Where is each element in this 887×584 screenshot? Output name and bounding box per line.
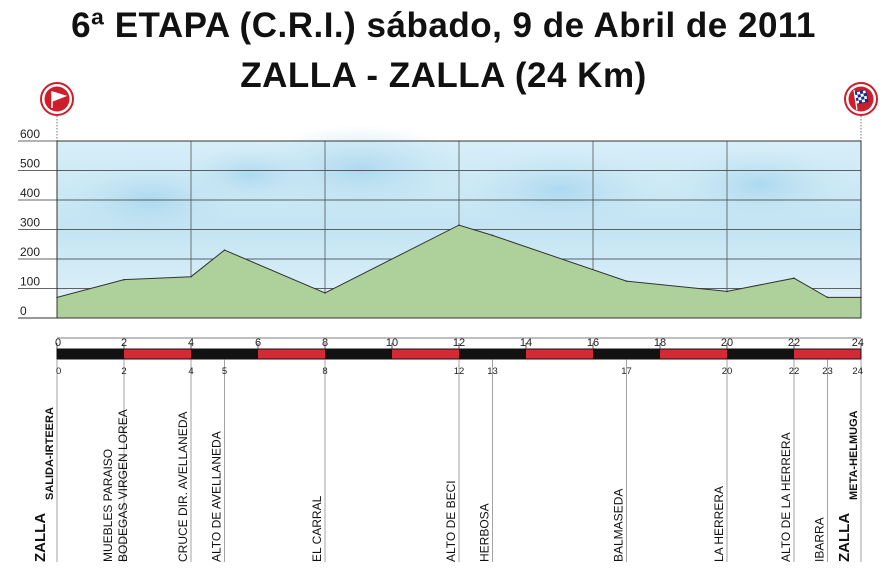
x-tick-label: 22 <box>788 337 800 349</box>
elevation-point <box>793 277 795 279</box>
km-scale-segment <box>526 349 593 359</box>
x-tick-label: 18 <box>654 337 666 349</box>
x-axis-ticks: 0 2 4 6 8 10 12 14 16 18 20 22 24 <box>55 337 864 349</box>
km-scale-segment <box>258 349 325 359</box>
elevation-point <box>123 278 125 281</box>
x-tick-label: 12 <box>453 337 465 349</box>
finish-flag-square <box>863 92 867 97</box>
km-scale-segment <box>124 349 191 359</box>
elevation-point <box>458 224 460 226</box>
y-tick-label: 500 <box>20 157 40 171</box>
cloud-shape <box>180 145 320 205</box>
waypoint-name: HERBOSA <box>478 503 492 562</box>
km-scale-segment <box>794 349 861 359</box>
waypoint-subname: BODEGAS VIRGEN LOREA <box>116 409 130 562</box>
elevation-point <box>491 234 494 237</box>
waypoint-km-label: 17 <box>621 366 632 377</box>
km-scale-segment <box>57 349 124 359</box>
x-tick-label: 16 <box>587 337 599 349</box>
stage-route: ZALLA - ZALLA (24 Km) <box>240 56 647 95</box>
finish-flag-square <box>859 90 864 95</box>
waypoint-km-label: 4 <box>188 366 193 377</box>
waypoint-km-label: 8 <box>322 366 327 377</box>
y-tick-label: 300 <box>20 216 40 230</box>
waypoint-km-label: 12 <box>454 366 465 377</box>
x-tick-label: 10 <box>386 337 398 349</box>
x-tick-label: 6 <box>255 337 261 349</box>
waypoint-km-label: 2 <box>121 366 126 377</box>
waypoint-km-label: 22 <box>789 366 800 377</box>
x-tick-label: 8 <box>322 337 328 349</box>
y-tick-label: 400 <box>20 186 40 200</box>
start-flag-icon <box>51 90 68 108</box>
x-tick-label: 14 <box>520 337 532 349</box>
waypoint-km-label: 24 <box>852 366 863 377</box>
waypoint-name: ALTO DE BECI <box>444 480 458 562</box>
x-tick-label: 0 <box>55 337 61 349</box>
finish-flag-square <box>864 98 869 103</box>
finish-flag-pole <box>853 89 858 111</box>
waypoint-labels: 0 ZALLA SALIDA-IRTEERA 2 MUEBLES PARAISO BODE… <box>32 359 863 562</box>
waypoint-name: ZALLA <box>32 513 49 562</box>
finish-flag-square <box>857 94 861 98</box>
waypoint-name: ALTO DE LA HERRERA <box>779 432 793 562</box>
km-scale-segment <box>325 349 392 359</box>
y-tick-label: 100 <box>20 275 40 289</box>
waypoint-km-label: 20 <box>722 366 733 377</box>
elevation-point <box>324 292 326 294</box>
x-tick-label: 24 <box>852 337 864 349</box>
waypoint-km-label: 0 <box>56 366 61 377</box>
km-scale-segment <box>459 349 526 359</box>
km-scale-segment <box>191 349 258 359</box>
waypoint-km-label: 23 <box>822 366 833 377</box>
km-scale-segment <box>593 349 660 359</box>
start-finish-markers <box>40 82 878 141</box>
y-tick-label: 200 <box>20 245 40 259</box>
km-scale-segment <box>660 349 727 359</box>
waypoint-name: MUEBLES PARAISO <box>101 449 115 562</box>
waypoint-name: EL CARRAL <box>310 495 324 562</box>
elevation-point <box>190 275 192 278</box>
elevation-point <box>726 290 728 293</box>
x-tick-label: 2 <box>121 337 127 349</box>
y-tick-label: 0 <box>20 304 27 318</box>
cloud-shape <box>460 150 660 230</box>
elevation-point <box>625 280 628 282</box>
waypoint-name: ZALLA <box>836 513 853 562</box>
y-axis-ticks: 0 100 200 300 400 500 600 <box>18 127 57 319</box>
cloud-shape <box>670 147 850 223</box>
y-tick-label: 600 <box>20 127 40 141</box>
waypoint-subname: META-HELMUGA <box>848 410 860 500</box>
x-tick-label: 20 <box>721 337 733 349</box>
finish-flag-square <box>861 96 865 100</box>
waypoint-subname: SALIDA-IRTEERA <box>44 407 56 500</box>
waypoint-km-label: 13 <box>487 366 498 377</box>
waypoint-km-label: 5 <box>222 366 227 377</box>
waypoint-name: BALMASEDA <box>612 489 626 562</box>
waypoint-name: ALTO DE AVELLANEDA <box>210 431 224 562</box>
finish-flag-square <box>858 99 863 104</box>
km-scale-segment <box>727 349 794 359</box>
elevation-point <box>223 249 226 251</box>
stage-title: 6ª ETAPA (C.R.I.) sábado, 9 de Abril de … <box>71 6 816 45</box>
waypoint-name: CRUCE DIR. AVELLANEDA <box>176 412 190 563</box>
waypoint-name: LA HERRERA <box>712 486 726 562</box>
waypoint-name: IBARRA <box>813 517 827 562</box>
x-tick-label: 4 <box>188 337 194 349</box>
elevation-point <box>826 296 829 299</box>
km-scale-segment <box>392 349 459 359</box>
